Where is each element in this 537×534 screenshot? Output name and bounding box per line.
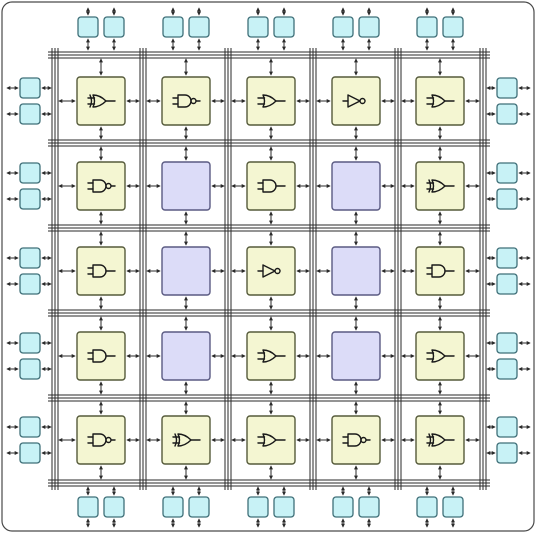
io-pad-right-3-0[interactable] — [496, 332, 518, 354]
io-pad-left-4-0[interactable] — [19, 416, 41, 438]
io-pad-bottom-0-0[interactable] — [77, 496, 99, 518]
nand-gate-icon — [87, 433, 116, 447]
memory-block-2-3 — [331, 246, 381, 296]
logic-block-3-0 — [76, 331, 126, 381]
io-pad-right-0-1[interactable] — [496, 103, 518, 125]
logic-block-1-2 — [246, 161, 296, 211]
and-gate-icon — [257, 179, 286, 193]
logic-block-4-2 — [246, 415, 296, 465]
io-pad-right-4-0[interactable] — [496, 416, 518, 438]
io-pad-top-0-1[interactable] — [103, 16, 125, 38]
xor-gate-icon — [426, 179, 455, 193]
io-pad-top-3-1[interactable] — [358, 16, 380, 38]
logic-block-4-4 — [415, 415, 465, 465]
memory-block-1-1 — [161, 161, 211, 211]
nand-gate-icon — [342, 433, 371, 447]
io-pad-bottom-2-0[interactable] — [247, 496, 269, 518]
io-pad-top-1-1[interactable] — [188, 16, 210, 38]
io-pad-bottom-3-0[interactable] — [332, 496, 354, 518]
io-pad-right-1-0[interactable] — [496, 162, 518, 184]
io-pad-right-2-1[interactable] — [496, 273, 518, 295]
io-pad-bottom-2-1[interactable] — [273, 496, 295, 518]
io-pad-top-2-0[interactable] — [247, 16, 269, 38]
logic-block-0-1 — [161, 76, 211, 126]
io-pad-bottom-3-1[interactable] — [358, 496, 380, 518]
logic-block-3-2 — [246, 331, 296, 381]
io-pad-top-1-0[interactable] — [162, 16, 184, 38]
io-pad-bottom-1-0[interactable] — [162, 496, 184, 518]
xor-gate-icon — [426, 433, 455, 447]
io-pad-right-2-0[interactable] — [496, 247, 518, 269]
logic-block-4-3 — [331, 415, 381, 465]
io-pad-right-0-0[interactable] — [496, 77, 518, 99]
io-pad-left-0-0[interactable] — [19, 77, 41, 99]
logic-block-1-0 — [76, 161, 126, 211]
routing-channels — [48, 48, 490, 490]
logic-block-1-4 — [415, 161, 465, 211]
not-gate-icon — [257, 264, 281, 278]
io-pad-top-0-0[interactable] — [77, 16, 99, 38]
logic-block-2-4 — [415, 246, 465, 296]
io-pad-top-3-0[interactable] — [332, 16, 354, 38]
or-gate-icon — [257, 94, 286, 108]
memory-block-1-3 — [331, 161, 381, 211]
logic-block-0-2 — [246, 76, 296, 126]
memory-block-3-1 — [161, 331, 211, 381]
logic-block-2-2 — [246, 246, 296, 296]
io-pad-bottom-1-1[interactable] — [188, 496, 210, 518]
memory-block-2-1 — [161, 246, 211, 296]
logic-block-3-4 — [415, 331, 465, 381]
xor-gate-icon — [172, 433, 201, 447]
block-grid — [76, 76, 465, 465]
io-pad-left-4-1[interactable] — [19, 442, 41, 464]
io-pad-right-3-1[interactable] — [496, 358, 518, 380]
or-gate-icon — [257, 349, 286, 363]
and-gate-icon — [426, 264, 455, 278]
logic-block-0-0 — [76, 76, 126, 126]
or-gate-icon — [257, 433, 286, 447]
io-pad-right-4-1[interactable] — [496, 442, 518, 464]
xor-gate-icon — [87, 94, 116, 108]
or-gate-icon — [426, 94, 455, 108]
io-pad-top-2-1[interactable] — [273, 16, 295, 38]
logic-block-0-4 — [415, 76, 465, 126]
logic-block-2-0 — [76, 246, 126, 296]
io-pad-bottom-4-1[interactable] — [442, 496, 464, 518]
io-pad-bottom-4-0[interactable] — [416, 496, 438, 518]
io-pad-left-2-0[interactable] — [19, 247, 41, 269]
io-pad-left-0-1[interactable] — [19, 103, 41, 125]
block-connectors — [6, 7, 531, 528]
or-gate-icon — [426, 349, 455, 363]
io-pad-left-3-0[interactable] — [19, 332, 41, 354]
io-pad-left-2-1[interactable] — [19, 273, 41, 295]
io-pad-top-4-0[interactable] — [416, 16, 438, 38]
io-pad-left-3-1[interactable] — [19, 358, 41, 380]
memory-block-3-3 — [331, 331, 381, 381]
nand-gate-icon — [87, 179, 116, 193]
and-gate-icon — [87, 349, 116, 363]
logic-block-0-3 — [331, 76, 381, 126]
not-gate-icon — [342, 94, 366, 108]
io-pad-bottom-0-1[interactable] — [103, 496, 125, 518]
logic-block-4-1 — [161, 415, 211, 465]
io-pad-left-1-1[interactable] — [19, 188, 41, 210]
and-gate-icon — [87, 264, 116, 278]
io-pad-right-1-1[interactable] — [496, 188, 518, 210]
io-pads — [19, 16, 518, 518]
io-pad-top-4-1[interactable] — [442, 16, 464, 38]
io-pad-left-1-0[interactable] — [19, 162, 41, 184]
nand-gate-icon — [172, 94, 201, 108]
logic-block-4-0 — [76, 415, 126, 465]
